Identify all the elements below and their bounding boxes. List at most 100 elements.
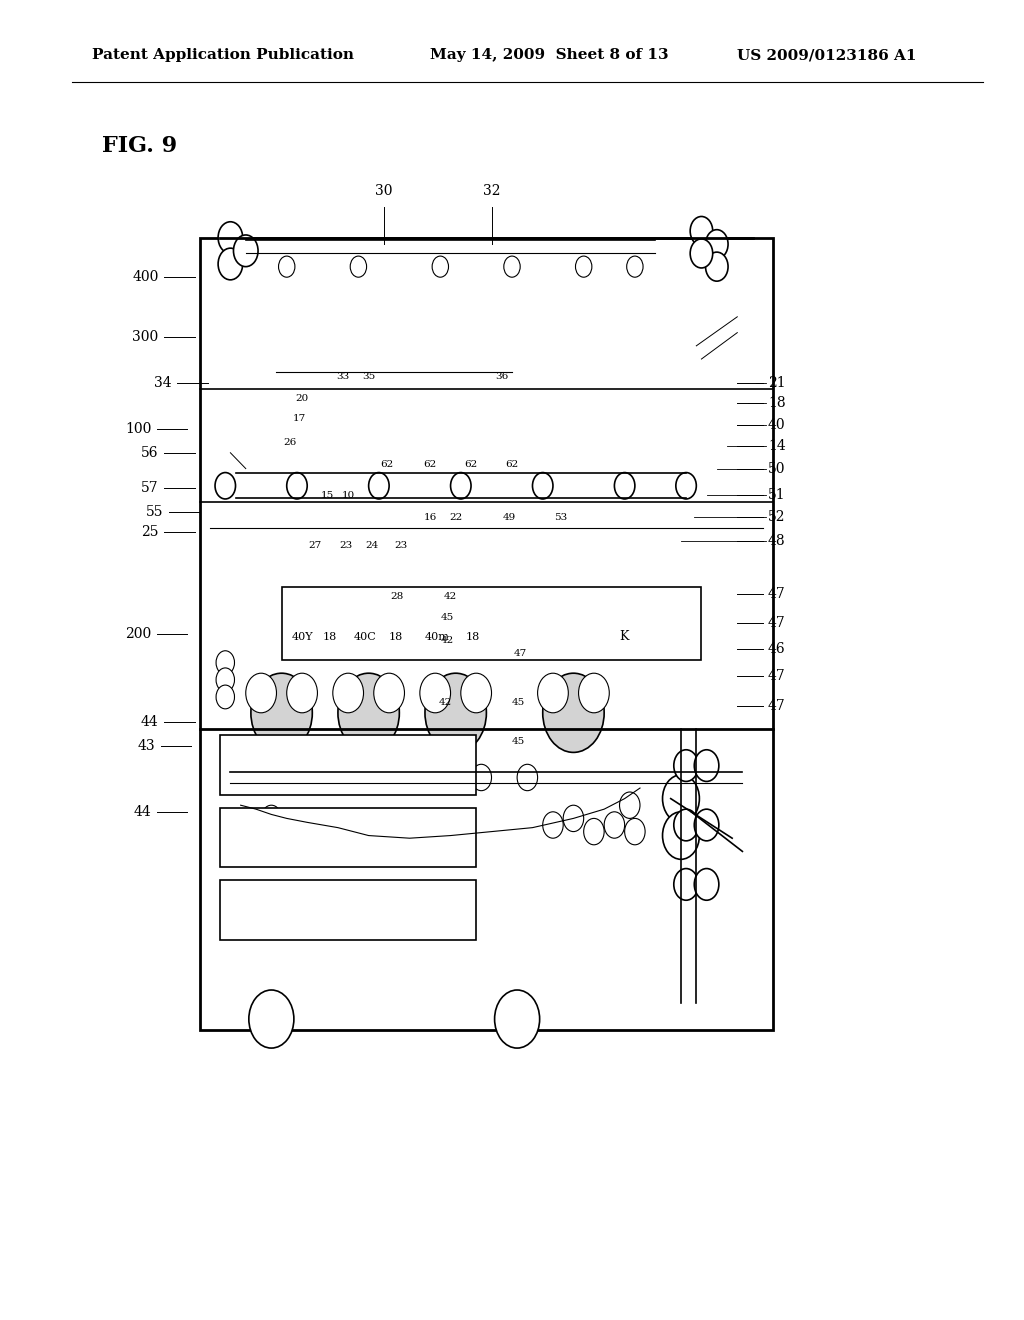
Bar [200, 238, 773, 1030]
Circle shape [215, 473, 236, 499]
Text: 44: 44 [141, 715, 159, 729]
Text: 47: 47 [768, 700, 785, 713]
Circle shape [440, 812, 461, 838]
Text: 45: 45 [512, 698, 524, 706]
Circle shape [694, 869, 719, 900]
Text: 47: 47 [768, 669, 785, 682]
Text: 52: 52 [768, 511, 785, 524]
Text: 42: 42 [444, 593, 457, 601]
Text: 43: 43 [138, 739, 156, 752]
Text: 21: 21 [768, 376, 785, 389]
Bar [220, 880, 476, 940]
Text: 45: 45 [441, 614, 454, 622]
Circle shape [627, 256, 643, 277]
Text: 40: 40 [768, 418, 785, 432]
Circle shape [218, 222, 243, 253]
Text: 15: 15 [322, 491, 334, 499]
Circle shape [674, 750, 698, 781]
Circle shape [532, 473, 553, 499]
Circle shape [279, 256, 295, 277]
Text: 18: 18 [466, 632, 480, 643]
Text: 62: 62 [506, 461, 518, 469]
Text: 300: 300 [132, 330, 159, 343]
Circle shape [430, 812, 451, 838]
Text: 62: 62 [381, 461, 393, 469]
Circle shape [246, 673, 276, 713]
Circle shape [575, 256, 592, 277]
Text: 27: 27 [309, 541, 322, 549]
Circle shape [504, 256, 520, 277]
Text: May 14, 2009  Sheet 8 of 13: May 14, 2009 Sheet 8 of 13 [430, 49, 669, 62]
Circle shape [495, 990, 540, 1048]
Text: 40m: 40m [425, 632, 450, 643]
Circle shape [233, 235, 258, 267]
Text: 36: 36 [496, 372, 508, 380]
Text: 16: 16 [424, 513, 436, 521]
Text: 57: 57 [141, 482, 159, 495]
Text: 45: 45 [512, 738, 524, 746]
Text: 10: 10 [342, 491, 354, 499]
Circle shape [674, 869, 698, 900]
Circle shape [579, 673, 609, 713]
Circle shape [676, 473, 696, 499]
Circle shape [517, 764, 538, 791]
Circle shape [706, 252, 728, 281]
Circle shape [369, 473, 389, 499]
Circle shape [614, 473, 635, 499]
Circle shape [249, 990, 294, 1048]
Text: 56: 56 [141, 446, 159, 459]
Text: 42: 42 [441, 636, 454, 644]
Circle shape [266, 832, 287, 858]
Text: 62: 62 [465, 461, 477, 469]
Circle shape [307, 818, 328, 845]
Circle shape [604, 812, 625, 838]
Text: 24: 24 [366, 541, 378, 549]
Text: US 2009/0123186 A1: US 2009/0123186 A1 [737, 49, 916, 62]
Text: 47: 47 [514, 649, 526, 657]
Circle shape [451, 473, 471, 499]
Text: 47: 47 [768, 616, 785, 630]
Text: 46: 46 [768, 643, 785, 656]
Circle shape [374, 673, 404, 713]
Circle shape [218, 248, 243, 280]
Circle shape [471, 764, 492, 791]
Circle shape [461, 673, 492, 713]
Text: 23: 23 [340, 541, 352, 549]
Text: 17: 17 [293, 414, 305, 422]
Text: 53: 53 [555, 513, 567, 521]
Circle shape [543, 812, 563, 838]
Circle shape [694, 809, 719, 841]
Text: 28: 28 [391, 593, 403, 601]
Circle shape [338, 673, 399, 752]
Circle shape [251, 673, 312, 752]
Circle shape [694, 750, 719, 781]
Circle shape [706, 230, 728, 259]
Text: 55: 55 [146, 506, 164, 519]
Circle shape [216, 685, 234, 709]
Circle shape [563, 805, 584, 832]
Text: 23: 23 [395, 541, 408, 549]
Circle shape [350, 256, 367, 277]
Text: 35: 35 [362, 372, 375, 380]
Text: 44: 44 [134, 805, 152, 818]
Text: 100: 100 [125, 422, 152, 436]
Circle shape [584, 818, 604, 845]
Text: 18: 18 [768, 396, 785, 409]
Text: 47: 47 [768, 587, 785, 601]
Circle shape [690, 239, 713, 268]
Circle shape [543, 673, 604, 752]
Circle shape [690, 216, 713, 246]
Text: 22: 22 [450, 513, 462, 521]
Circle shape [328, 818, 348, 845]
Text: FIG. 9: FIG. 9 [102, 135, 177, 157]
Circle shape [420, 764, 440, 791]
Text: 14: 14 [768, 440, 785, 453]
Text: 200: 200 [125, 627, 152, 640]
Circle shape [663, 775, 699, 822]
Circle shape [674, 809, 698, 841]
Circle shape [216, 651, 234, 675]
Circle shape [287, 473, 307, 499]
Text: Patent Application Publication: Patent Application Publication [92, 49, 354, 62]
Text: 32: 32 [482, 185, 501, 198]
Circle shape [369, 764, 389, 791]
